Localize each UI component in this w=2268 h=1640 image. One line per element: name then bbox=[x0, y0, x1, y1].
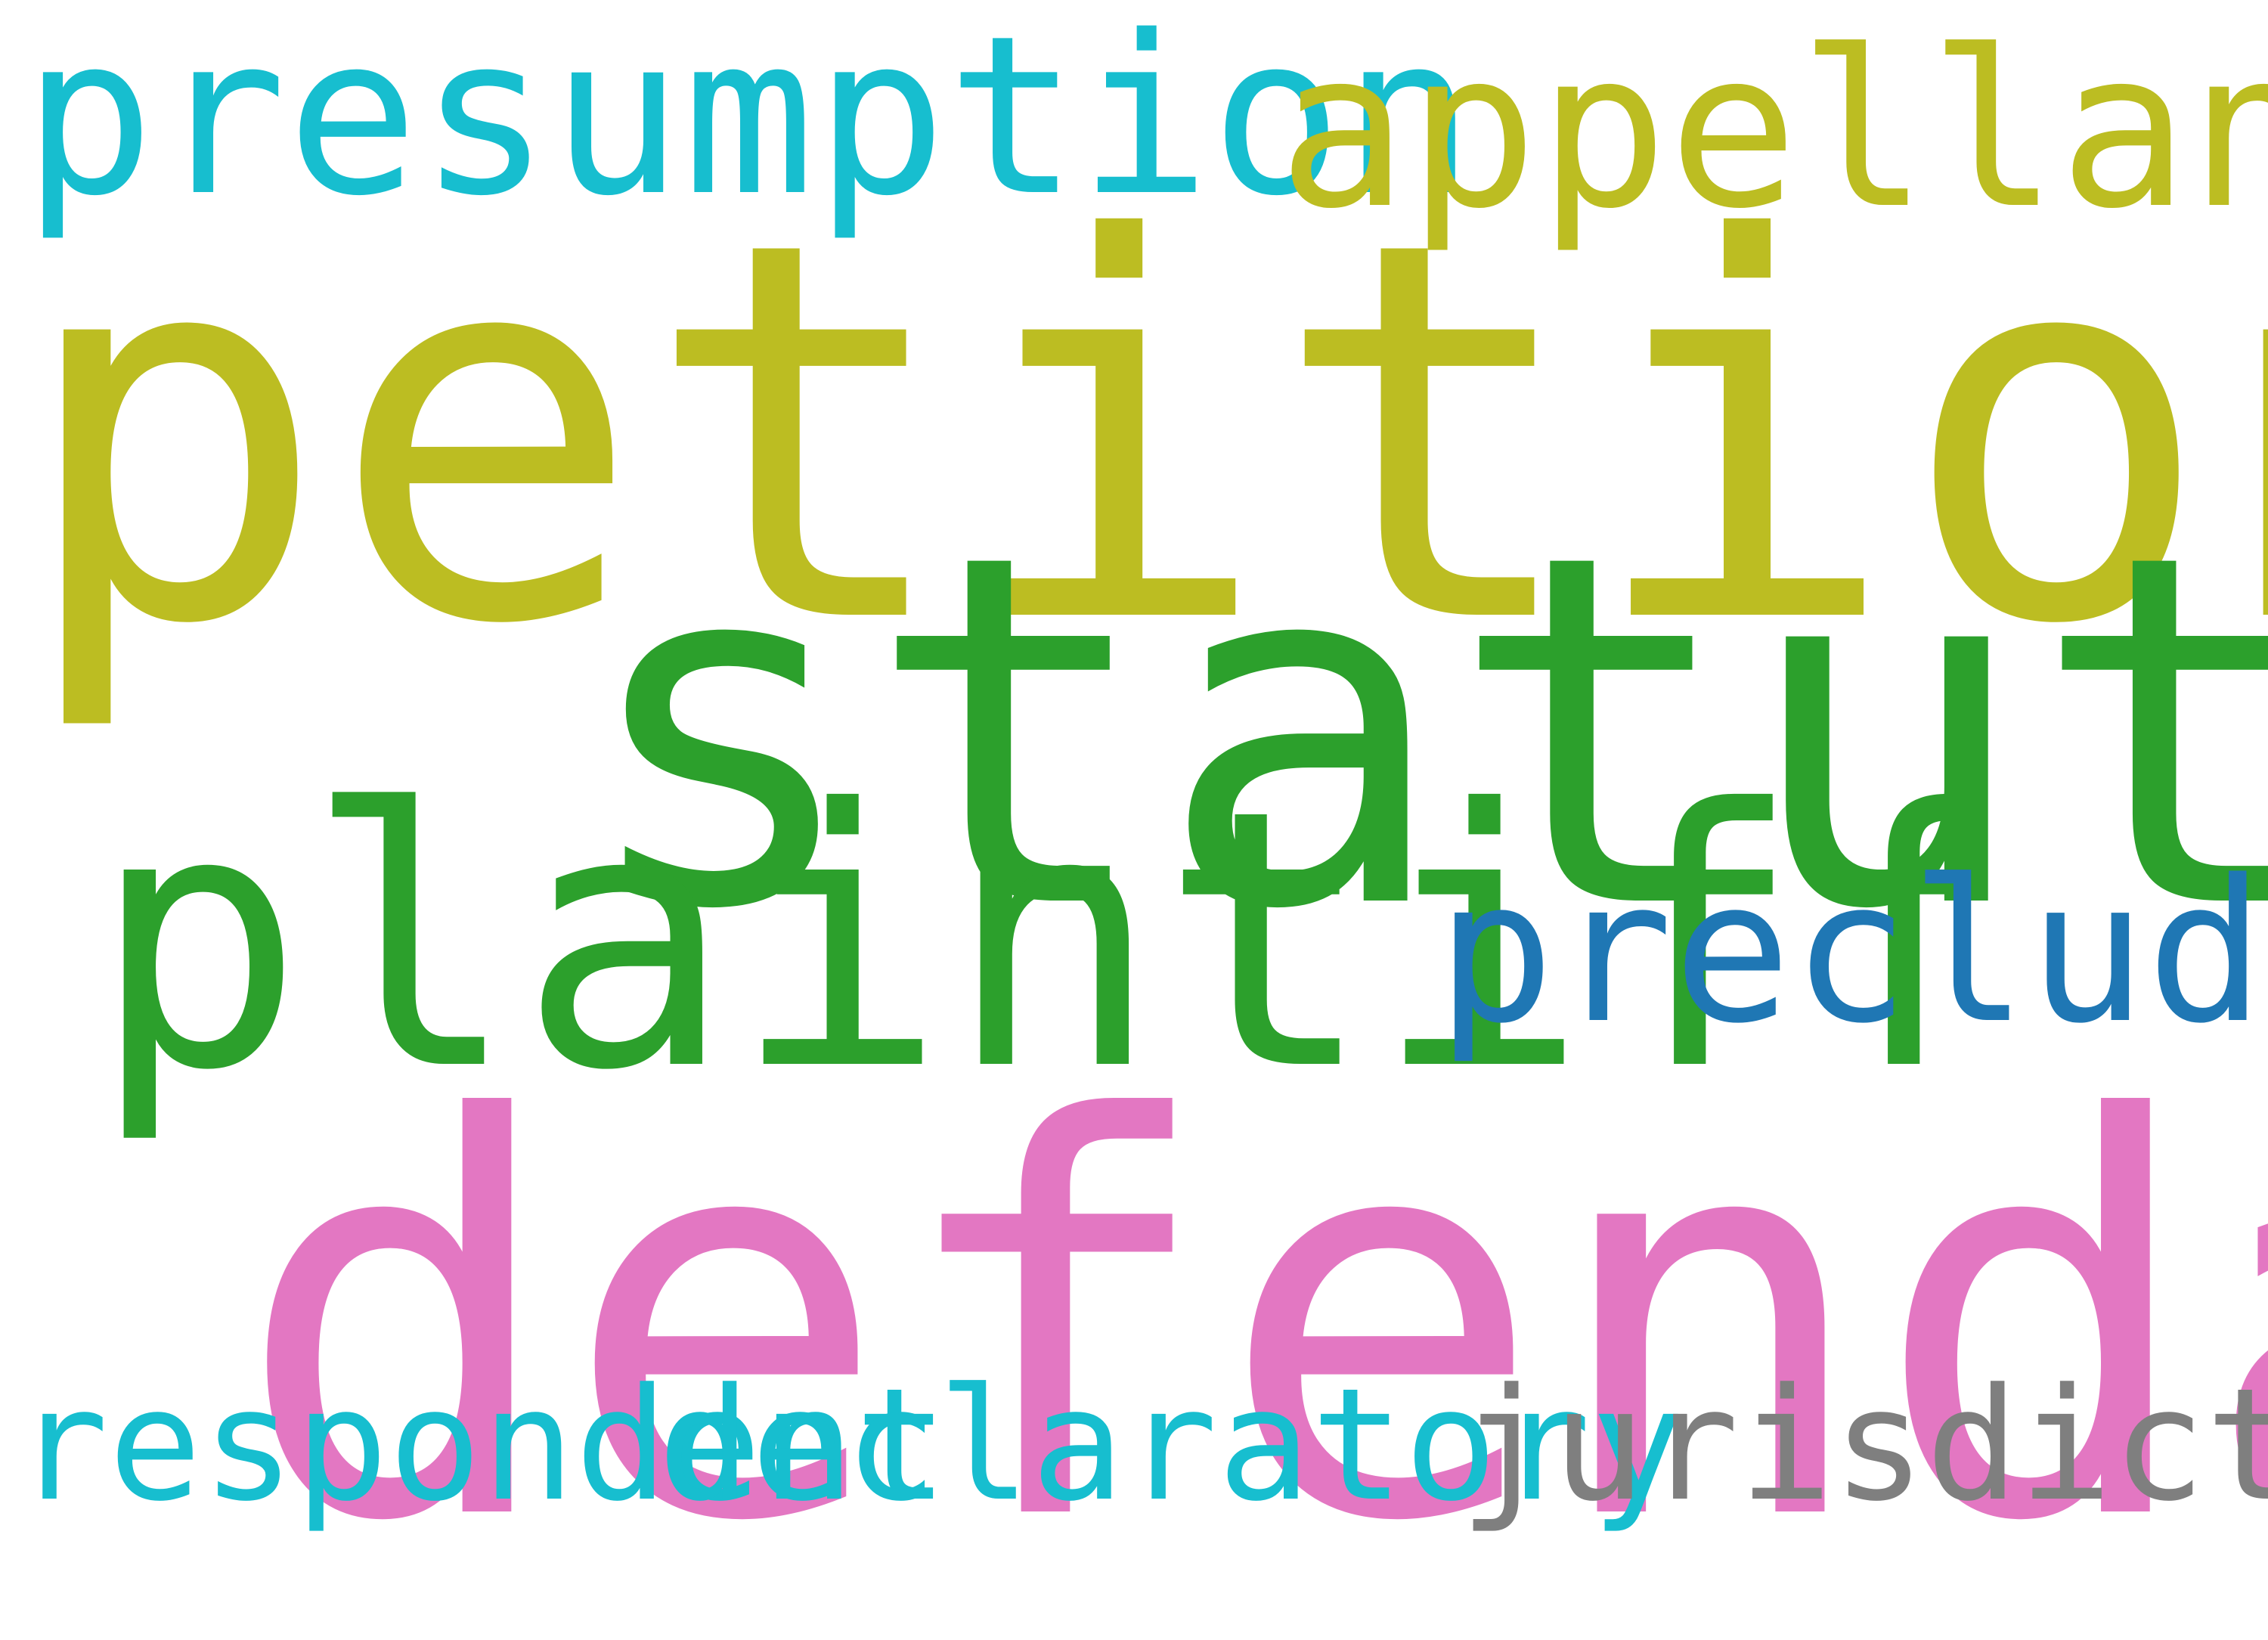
word-plaintiff: plaintiff bbox=[91, 734, 2016, 1148]
word-jurisdiction: jurisdiction bbox=[1459, 1356, 2268, 1536]
word-petitioner: petitioner bbox=[15, 131, 2268, 738]
word-declaratory: declaratory bbox=[658, 1356, 1684, 1536]
word-cloud: presumption appellant petitioner statute… bbox=[15, 0, 2268, 1595]
word-statute: statute bbox=[575, 451, 2268, 1015]
word-presumption: presumption bbox=[23, 0, 1475, 244]
word-defendant: defendant bbox=[234, 1006, 2268, 1640]
word-appellant: appellant bbox=[1278, 5, 2268, 256]
word-respondent: respondent bbox=[15, 1356, 949, 1536]
word-preclude: preclude bbox=[1436, 839, 2268, 1067]
